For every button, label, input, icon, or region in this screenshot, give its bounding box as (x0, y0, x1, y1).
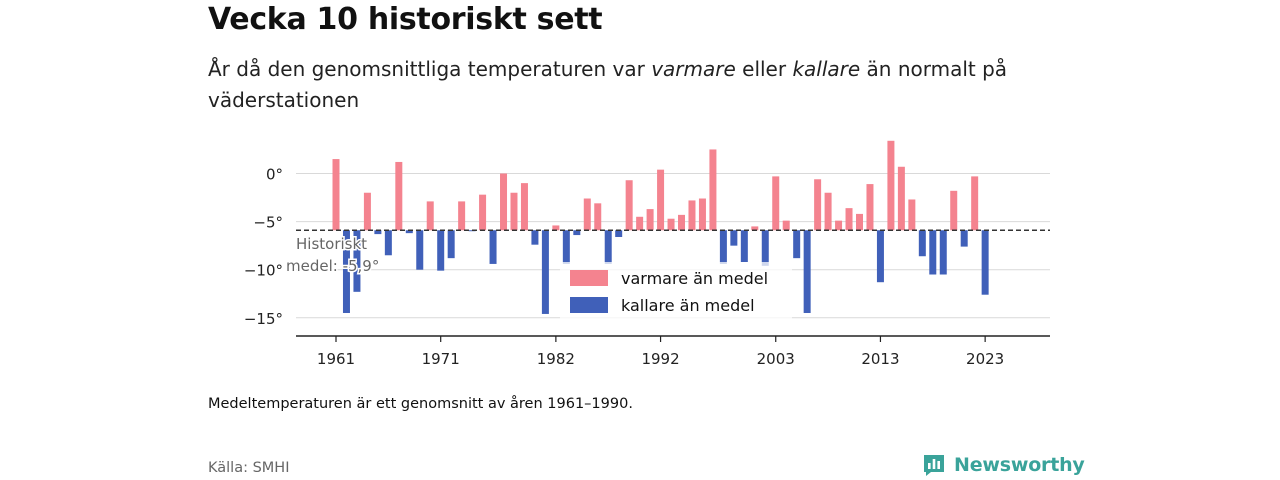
cold-bar (918, 230, 926, 257)
warm-bar (971, 176, 979, 231)
baseline-label-line1: Historiskt (296, 235, 367, 253)
brand-name: Newsworthy (954, 454, 1085, 476)
warm-bar (835, 220, 843, 231)
cold-bar (604, 230, 612, 264)
warm-bar (908, 199, 916, 231)
x-tick-label: 1982 (537, 350, 575, 368)
warm-bar (657, 169, 665, 231)
warm-bar (688, 200, 696, 231)
cold-bar (876, 230, 884, 283)
source-text: Källa: SMHI (208, 460, 290, 476)
warm-bar (856, 213, 863, 231)
cold-bar (761, 230, 769, 266)
cold-bar (342, 230, 350, 313)
warm-bar (678, 214, 686, 231)
warm-bar (698, 198, 706, 231)
x-tick-label: 1992 (641, 350, 679, 368)
legend-label: kallare än medel (621, 296, 755, 315)
cold-bar (437, 230, 445, 271)
warm-bar (636, 216, 644, 231)
x-tick-label: 2003 (757, 350, 795, 368)
warm-bar (845, 208, 853, 231)
cold-bar (384, 230, 392, 256)
warm-bar (552, 225, 560, 231)
y-tick-label: −5° (253, 214, 283, 232)
warm-bar (332, 159, 340, 231)
cold-bar (730, 230, 738, 246)
cold-bar (531, 230, 539, 245)
x-tick-label: 1961 (317, 350, 355, 368)
warm-bar (363, 192, 371, 231)
cold-bar (615, 230, 623, 237)
legend-label: varmare än medel (621, 269, 768, 288)
cold-bar (405, 230, 413, 234)
cold-bar (562, 230, 570, 264)
cold-bar (447, 230, 455, 259)
legend-swatch (570, 270, 608, 286)
x-tick-label: 2023 (966, 350, 1004, 368)
legend-swatch (570, 297, 608, 313)
warm-bar (897, 166, 905, 231)
subtitle-text-3: än normalt på väderstationen (208, 57, 1008, 112)
cold-bar (719, 230, 727, 264)
subtitle-text-1: År då den genomsnittliga temperaturen va… (208, 57, 652, 81)
warm-bar (709, 149, 717, 231)
warm-bar (814, 179, 822, 231)
cold-bar (929, 230, 937, 275)
cold-bar (541, 230, 549, 314)
y-tick-label: 0° (266, 166, 283, 184)
warm-bar (866, 184, 874, 231)
cold-bar (573, 230, 581, 236)
cold-bar (353, 230, 361, 292)
cold-bar (803, 230, 811, 313)
warm-bar (500, 173, 508, 231)
warm-bar (458, 201, 466, 231)
subtitle-warm-word: varmare (651, 57, 736, 81)
warm-bar (426, 201, 434, 231)
warm-bar (751, 226, 759, 231)
warm-bar (646, 209, 654, 231)
cold-bar (740, 230, 748, 263)
cold-bar (981, 230, 989, 295)
cold-bar (416, 230, 424, 270)
x-tick-label: 1971 (422, 350, 460, 368)
subtitle-cold-word: kallare (792, 57, 861, 81)
chart-bubble-icon (924, 455, 944, 476)
x-tick-label: 2013 (861, 350, 899, 368)
y-tick-label: −10° (244, 262, 283, 280)
warm-bar (667, 218, 675, 231)
cold-bar (374, 230, 382, 235)
cold-bar (489, 230, 497, 264)
warm-bar (510, 192, 518, 231)
cold-bar (939, 230, 947, 275)
warm-bar (583, 198, 591, 231)
page-subtitle: År då den genomsnittliga temperaturen va… (208, 54, 1028, 116)
warm-bar (625, 180, 633, 231)
warm-bar (520, 183, 528, 231)
cold-bar (793, 230, 801, 259)
warm-bar (824, 192, 832, 231)
cold-bar (960, 230, 968, 247)
warm-bar (395, 161, 403, 231)
warm-bar (950, 190, 958, 231)
page-title: Vecka 10 historiskt sett (208, 2, 603, 37)
footnote: Medeltemperaturen är ett genomsnitt av å… (208, 396, 633, 412)
warm-bar (479, 194, 487, 231)
baseline-label-line2: medel: -5,9° (286, 257, 379, 275)
warm-bar (772, 176, 780, 231)
warm-bar (594, 203, 602, 231)
subtitle-text-2: eller (735, 57, 793, 81)
warm-bar (887, 140, 895, 231)
y-tick-label: −15° (244, 310, 283, 328)
warm-bar (782, 220, 790, 231)
newsworthy-logo[interactable]: Newsworthy (922, 450, 1085, 480)
